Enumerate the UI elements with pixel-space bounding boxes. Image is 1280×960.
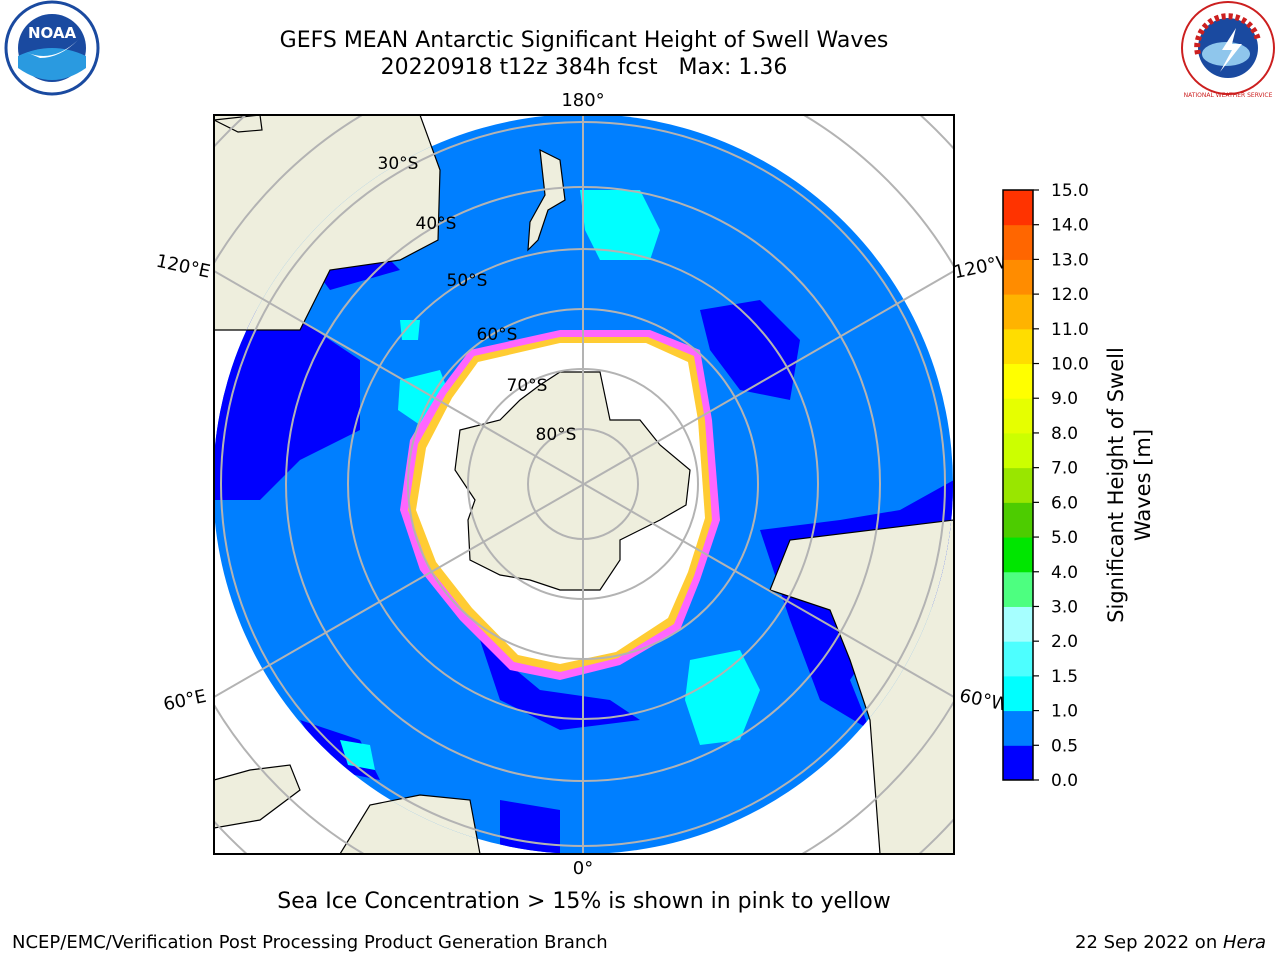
colorbar-tick-label: 11.0: [1051, 320, 1089, 340]
noaa-logo-text: NOAA: [28, 24, 77, 42]
nws-logo-text: NATIONAL WEATHER SERVICE: [1184, 92, 1273, 99]
colorbar-tick-label: 14.0: [1051, 216, 1089, 236]
date-text: 22 Sep 2022 on Hera: [1075, 932, 1266, 953]
colorbar-segment: [1003, 745, 1033, 781]
colorbar-tick-label: 1.5: [1051, 667, 1078, 687]
colorbar-tick-label: 15.0: [1051, 181, 1089, 201]
colorbar-frame: [1002, 189, 1034, 781]
lon-label-120e: 120°E: [154, 251, 212, 283]
colorbar-segment: [1003, 259, 1033, 295]
chart-title: GEFS MEAN Antarctic Significant Height o…: [279, 28, 889, 53]
graticule: [214, 115, 954, 854]
colorbar-tick-label: 5.0: [1051, 528, 1078, 548]
colorbar-segment: [1003, 328, 1033, 365]
colorbar-label-line1: Significant Height of Swell: [1104, 347, 1128, 623]
colorbar-segment: [1003, 363, 1033, 399]
colorbar-segment: [1003, 467, 1033, 503]
lat-label-60s: 60°S: [477, 325, 518, 345]
lon-label-60e: 60°E: [162, 686, 209, 716]
lat-label-70s: 70°S: [507, 376, 548, 396]
colorbar-tick-label: 4.0: [1051, 563, 1078, 583]
colorbar-segment: [1003, 502, 1033, 538]
colorbar-tick-label: 2.0: [1051, 632, 1078, 652]
date-host: Hera: [1222, 932, 1266, 953]
lat-label-50s: 50°S: [447, 271, 488, 291]
lon-label-180: 180°: [561, 90, 604, 111]
colorbar-tick-label: 8.0: [1051, 424, 1078, 444]
colorbar-segment: [1003, 537, 1033, 573]
colorbar-tick-label: 0.5: [1051, 736, 1078, 756]
sea-ice-note: Sea Ice Concentration > 15% is shown in …: [277, 889, 891, 914]
colorbar-segment: [1003, 641, 1033, 677]
date-prefix: 22 Sep 2022 on: [1075, 932, 1223, 953]
lon-label-0: 0°: [573, 858, 593, 879]
colorbar-tick-label: 9.0: [1051, 389, 1078, 409]
colorbar-segment: [1003, 606, 1033, 642]
colorbar-segment: [1003, 190, 1033, 226]
colorbar-tick-label: 3.0: [1051, 597, 1078, 617]
credit-text: NCEP/EMC/Verification Post Processing Pr…: [12, 932, 608, 953]
colorbar-segment: [1003, 294, 1033, 330]
lat-label-80s: 80°S: [536, 425, 577, 445]
colorbar-segment: [1003, 224, 1033, 260]
colorbar-tick-label: 6.0: [1051, 493, 1078, 513]
lat-label-40s: 40°S: [416, 214, 457, 234]
colorbar-tick-label: 12.0: [1051, 285, 1089, 305]
colorbar-tick-label: 1.0: [1051, 702, 1078, 722]
map-frame: [213, 114, 955, 855]
nws-logo: NATIONAL WEATHER SERVICE: [1181, 1, 1275, 99]
colorbar-tick-label: 0.0: [1051, 771, 1078, 791]
lat-label-30s: 30°S: [378, 154, 419, 174]
colorbar-segment: [1003, 398, 1033, 434]
colorbar-segment: [1003, 710, 1033, 746]
colorbar-label-line2: Waves [m]: [1131, 429, 1155, 541]
colorbar-tick-label: 13.0: [1051, 250, 1089, 270]
colorbar-tick-label: 10.0: [1051, 355, 1089, 375]
noaa-logo: NOAA: [4, 0, 100, 96]
colorbar-tick-label: 7.0: [1051, 459, 1078, 479]
colorbar: 0.0 0.5 1.0 1.5 2.0 3.0 4.0 5.0 6.0 7.0 8.0 9.0 10.0…: [1002, 181, 1089, 791]
colorbar-segment: [1003, 432, 1033, 469]
colorbar-segment: [1003, 675, 1033, 712]
chart-subtitle: 20220918 t12z 384h fcst Max: 1.36: [380, 55, 788, 80]
colorbar-segment: [1003, 571, 1033, 607]
